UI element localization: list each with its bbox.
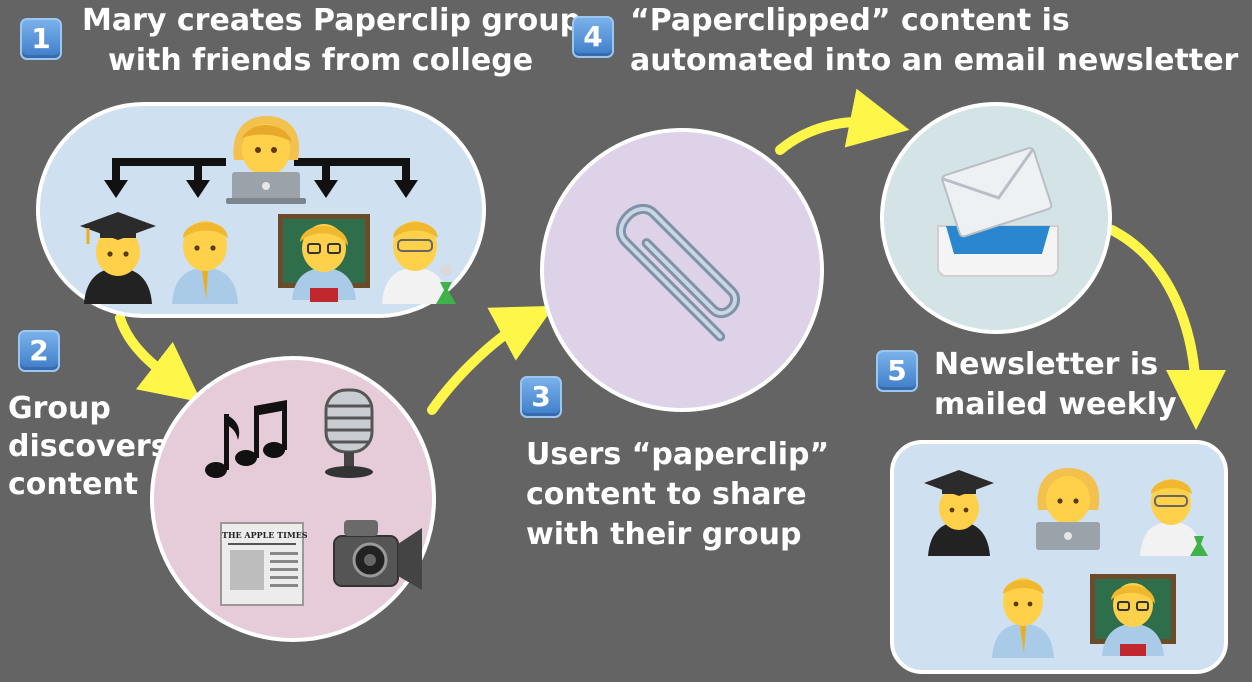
step-2-label-line-3: content bbox=[8, 467, 139, 502]
paperclip-icon bbox=[615, 203, 740, 342]
man-icon bbox=[172, 221, 238, 304]
step-1-badge: 1 bbox=[20, 18, 62, 60]
step-3-label-line-3: with their group bbox=[526, 517, 802, 552]
inbox-tray-envelope-icon bbox=[937, 146, 1059, 277]
graduate-icon bbox=[80, 212, 156, 304]
woman-technologist-icon bbox=[226, 116, 306, 204]
paperclip-panel bbox=[540, 128, 824, 412]
step-3-badge: 3 bbox=[520, 376, 562, 418]
microphone-icon bbox=[324, 388, 374, 478]
step-3-label-line-1: Users “paperclip” bbox=[526, 437, 830, 472]
woman-teacher-icon bbox=[1090, 574, 1176, 656]
step-4-label-line-2: automated into an email newsletter bbox=[630, 43, 1239, 78]
woman-teacher-icon bbox=[278, 214, 370, 302]
step-5-label-line-2: mailed weekly bbox=[934, 387, 1177, 422]
man-scientist-icon bbox=[1140, 479, 1208, 556]
video-camera-icon bbox=[333, 520, 422, 590]
arrow-4-to-5 bbox=[1107, 225, 1226, 430]
woman-technologist-icon bbox=[1036, 468, 1100, 550]
man-scientist-icon bbox=[382, 221, 456, 304]
step-4-label-line-1: “Paperclipped” content is bbox=[630, 3, 1070, 38]
step-5-label-line-1: Newsletter is bbox=[934, 347, 1159, 382]
step-2-label-line-1: Group bbox=[8, 391, 111, 426]
email-panel bbox=[880, 102, 1112, 334]
group-branch-arrows bbox=[104, 158, 418, 198]
content-panel: THE APPLE TIMES bbox=[150, 356, 436, 642]
arrow-3-to-4 bbox=[775, 88, 910, 155]
graduate-icon bbox=[924, 470, 994, 556]
man-icon bbox=[992, 578, 1054, 658]
arrow-1-to-2 bbox=[115, 313, 202, 403]
step-2-badge: 2 bbox=[18, 330, 60, 372]
newspaper-icon: THE APPLE TIMES bbox=[220, 522, 308, 606]
step-3-label-line-2: content to share bbox=[526, 477, 807, 512]
step-1-label-line-2: with friends from college bbox=[108, 43, 534, 78]
recipients-panel bbox=[890, 440, 1228, 674]
arrow-2-to-3 bbox=[427, 305, 555, 415]
newspaper-masthead: THE APPLE TIMES bbox=[222, 530, 308, 540]
step-1-label-line-1: Mary creates Paperclip group bbox=[82, 3, 582, 38]
step-4-badge: 4 bbox=[572, 16, 614, 58]
step-5-badge: 5 bbox=[876, 350, 918, 392]
group-panel bbox=[36, 102, 486, 318]
step-2-label-line-2: discovers bbox=[8, 429, 169, 464]
musical-notes-icon bbox=[205, 400, 287, 478]
